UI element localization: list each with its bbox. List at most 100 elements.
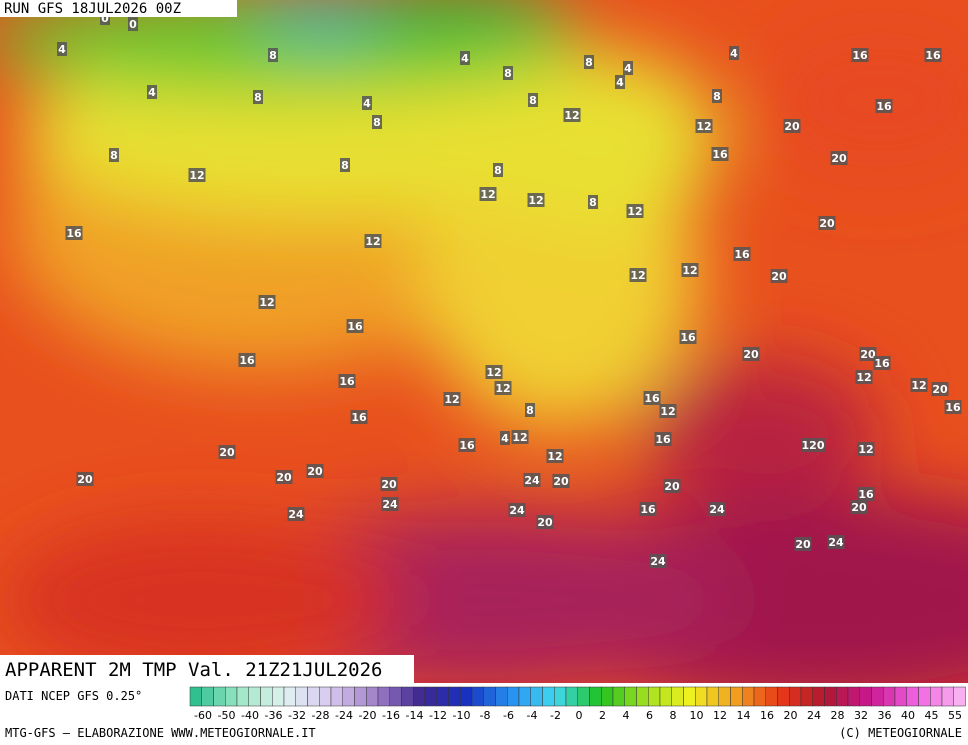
label-box [770,269,788,283]
isotherm-label: 8 [254,91,262,104]
legend-swatch [695,686,708,707]
label-box [850,500,868,514]
label-box [485,365,503,379]
legend-label: 0 [576,709,583,722]
legend-label: 55 [948,709,962,722]
legend-label: -4 [527,709,538,722]
isotherm-label: 24 [650,555,666,568]
legend-swatch [283,686,296,707]
label-box [588,195,598,209]
run-label: RUN GFS 18JUL2026 00Z [4,1,181,17]
label-box [649,554,667,568]
legend-label: -10 [453,709,471,722]
isotherm-label: 20 [784,120,800,133]
legend-swatch [624,686,637,707]
legend-swatch [742,686,755,707]
legend-swatch [683,686,696,707]
label-box [268,48,278,62]
label-box [364,234,382,248]
label-box [128,17,138,31]
legend-swatch [460,686,473,707]
legend-swatch [941,686,954,707]
isotherm-label: 8 [110,149,118,162]
isotherm-label: 20 [537,516,553,529]
legend-swatch [483,686,496,707]
isotherm-label: 4 [58,43,66,56]
isotherm-label: 120 [802,439,825,452]
isotherm-label: 0 [101,12,109,25]
label-box [733,247,751,261]
label-box [218,445,236,459]
label-box [783,119,801,133]
legend-swatch [518,686,531,707]
legend-label: 28 [831,709,845,722]
label-box [801,438,825,452]
isotherm-label: 12 [856,371,871,384]
legend-label: 2 [599,709,606,722]
label-box [109,148,119,162]
label-box [857,442,875,456]
label-box [340,158,350,172]
legend-swatch [389,686,402,707]
legend-swatch [189,686,202,707]
isotherm-label: 8 [589,196,597,209]
isotherm-label: 12 [627,205,642,218]
label-box [626,204,644,218]
temperature-field [0,0,968,710]
label-box [643,391,661,405]
isotherm-label: 24 [288,508,304,521]
legend-swatch [330,686,343,707]
isotherm-label: 12 [696,120,711,133]
label-box [460,51,470,65]
isotherm-label: 16 [680,331,696,344]
legend-swatch [871,686,884,707]
label-box [76,472,94,486]
isotherm-label: 16 [876,100,892,113]
legend-label: 4 [623,709,630,722]
legend-label: -28 [312,709,330,722]
label-box [712,89,722,103]
legend-swatch [307,686,320,707]
label-box [708,502,726,516]
isotherm-label: 12 [189,169,204,182]
label-box [654,432,672,446]
isotherm-label: 16 [351,411,367,424]
label-box [563,108,581,122]
isotherm-label: 12 [495,382,510,395]
legend-label: -40 [241,709,259,722]
legend-swatch [213,686,226,707]
legend-swatch [401,686,414,707]
legend-swatch [424,686,437,707]
label-box [875,99,893,113]
legend-swatch [295,686,308,707]
legend-swatch [342,686,355,707]
legend-swatch [530,686,543,707]
legend-swatch [366,686,379,707]
isotherm-label: 16 [239,354,255,367]
isotherm-label: 16 [459,439,475,452]
isotherm-label: 12 [480,188,495,201]
legend-swatch [554,686,567,707]
isotherm-label: 16 [644,392,660,405]
legend-swatch [248,686,261,707]
label-box [65,226,83,240]
label-box [584,55,594,69]
legend-swatch [706,686,719,707]
isotherm-label: 12 [858,443,873,456]
legend-swatch [413,686,426,707]
label-box [944,400,962,414]
label-box [663,479,681,493]
legend-label: -2 [550,709,561,722]
legend-label: -16 [382,709,400,722]
label-box [525,403,535,417]
label-box [511,430,529,444]
footer-left: MTG-GFS — ELABORAZIONE WWW.METEOGIORNALE… [5,726,316,740]
isotherm-label: 8 [341,159,349,172]
label-box [536,515,554,529]
legend-swatch [718,686,731,707]
legend-swatch [589,686,602,707]
isotherm-label: 8 [494,164,502,177]
label-box [100,11,110,25]
label-box [615,75,625,89]
label-box [188,168,206,182]
